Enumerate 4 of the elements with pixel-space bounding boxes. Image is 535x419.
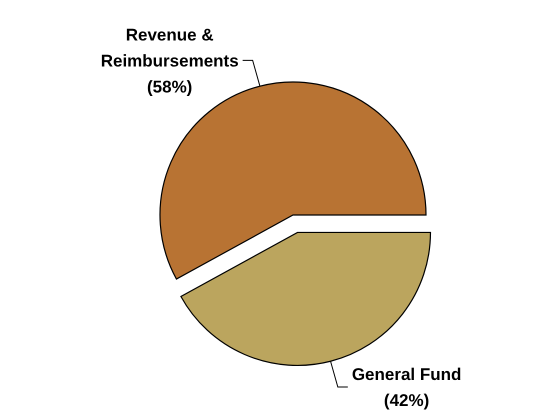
slice-label: Revenue & Reimbursements [100,25,239,70]
data-label: (42%) [384,391,430,410]
slice-label: General Fund [352,365,462,384]
data-label: (58%) [147,77,192,96]
